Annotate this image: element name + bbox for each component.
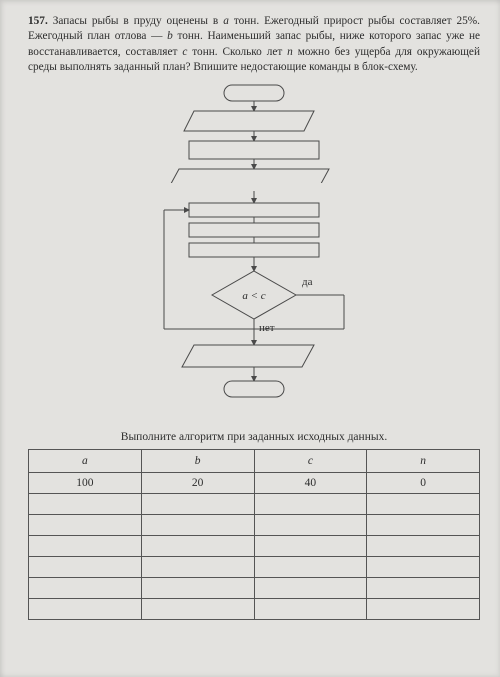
table-cell — [29, 515, 142, 536]
col-n: n — [367, 450, 480, 473]
process-2b — [189, 203, 319, 217]
process-4b — [189, 243, 319, 257]
table-cell: 40 — [254, 473, 367, 494]
process-1 — [189, 141, 319, 159]
table-cell — [141, 578, 254, 599]
table-cell — [29, 557, 142, 578]
table-cell — [29, 599, 142, 620]
text-1: Запасы рыбы в пруду оценены в — [53, 15, 223, 27]
table-cell: 20 — [141, 473, 254, 494]
table-cell — [29, 494, 142, 515]
svg-text:нет: нет — [259, 322, 275, 334]
svg-text:да: да — [302, 276, 313, 288]
process-3b — [189, 223, 319, 237]
table-row — [29, 599, 480, 620]
table-cell — [367, 494, 480, 515]
table-cell — [254, 557, 367, 578]
table-cell — [29, 578, 142, 599]
table-row — [29, 578, 480, 599]
table-cell — [254, 515, 367, 536]
problem-statement: 157. Запасы рыбы в пруду оценены в a тон… — [28, 14, 480, 75]
table-row: 10020400 — [29, 473, 480, 494]
table-row — [29, 557, 480, 578]
table-body: 10020400 — [29, 473, 480, 620]
table-cell — [141, 515, 254, 536]
page: 157. Запасы рыбы в пруду оценены в a тон… — [0, 0, 500, 677]
table-cell — [367, 599, 480, 620]
input-block — [184, 111, 314, 131]
text-4: тонн. Сколько лет — [187, 46, 287, 58]
trace-table: a b c n 10020400 — [28, 449, 480, 620]
table-cell — [141, 599, 254, 620]
col-c: c — [254, 450, 367, 473]
terminator-end — [224, 381, 284, 397]
table-cell — [254, 536, 367, 557]
problem-number: 157. — [28, 15, 48, 27]
table-cell — [141, 494, 254, 515]
table-cell: 0 — [367, 473, 480, 494]
table-cell — [29, 536, 142, 557]
table-cell — [141, 536, 254, 557]
table-cell — [254, 599, 367, 620]
terminator-start — [224, 85, 284, 101]
output-block — [182, 345, 314, 367]
table-cell — [367, 578, 480, 599]
table-cell: 100 — [29, 473, 142, 494]
table-cell — [367, 536, 480, 557]
col-a: a — [29, 450, 142, 473]
table-header-row: a b c n — [29, 450, 480, 473]
table-row — [29, 515, 480, 536]
table-cell — [367, 557, 480, 578]
table-caption: Выполните алгоритм при заданных исходных… — [28, 431, 480, 443]
svg-text:a < c: a < c — [242, 290, 265, 302]
table-row — [29, 494, 480, 515]
table-row — [29, 536, 480, 557]
table-cell — [254, 578, 367, 599]
flowchart: a < c да a < c — [124, 83, 384, 423]
col-b: b — [141, 450, 254, 473]
table-cell — [254, 494, 367, 515]
table-cell — [141, 557, 254, 578]
table-cell — [367, 515, 480, 536]
